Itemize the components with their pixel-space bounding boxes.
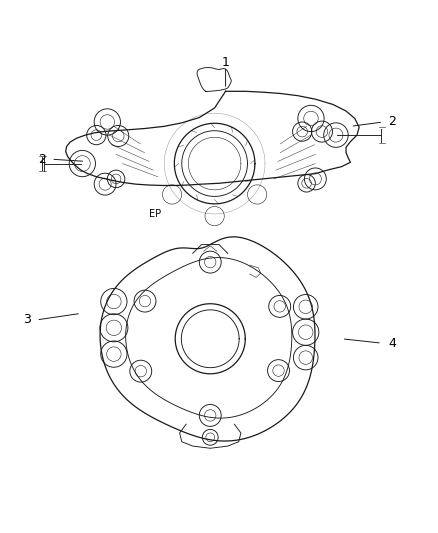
Text: EP: EP [149,209,162,219]
Text: 4: 4 [388,337,396,350]
Text: 2: 2 [38,152,46,166]
Text: 2: 2 [388,116,396,128]
Text: 1: 1 [222,56,230,69]
Text: 3: 3 [23,313,31,326]
